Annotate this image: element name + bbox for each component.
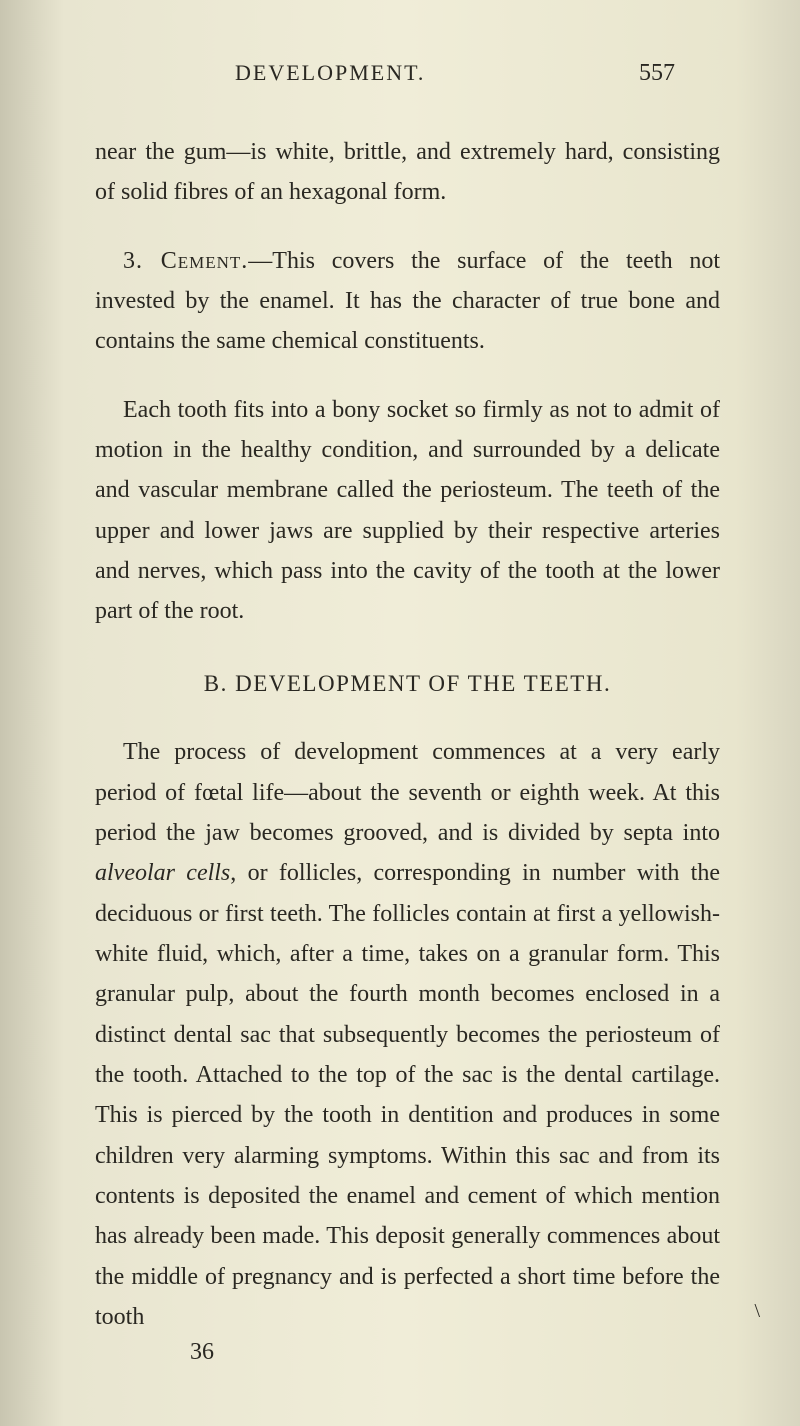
page-number: 557 [639,60,675,87]
para4-italic: alveolar cells [95,860,230,886]
para4-text-a: The process of development commences at … [95,739,720,846]
page-content: DEVELOPMENT. 557 near the gum—is white, … [0,0,800,1426]
para4-text-b: , or follicles, corresponding in number … [95,860,720,1329]
para3-text: Each tooth fits into a bony socket so fi… [95,397,720,625]
paragraph-1: near the gum—is white, brittle, and extr… [95,132,720,213]
paragraph-2: 3. Cement.—This covers the surface of th… [95,241,720,362]
footer-number: 36 [95,1339,720,1366]
para2-label: 3. Cement. [123,248,248,274]
page-header: DEVELOPMENT. 557 [95,60,720,87]
section-heading: B. DEVELOPMENT OF THE TEETH. [95,671,720,697]
corner-mark: \ [754,1300,760,1323]
paragraph-4: The process of development commences at … [95,732,720,1337]
para1-text: near the gum—is white, brittle, and extr… [95,139,720,205]
paragraph-3: Each tooth fits into a bony socket so fi… [95,390,720,632]
header-title: DEVELOPMENT. [235,60,425,86]
